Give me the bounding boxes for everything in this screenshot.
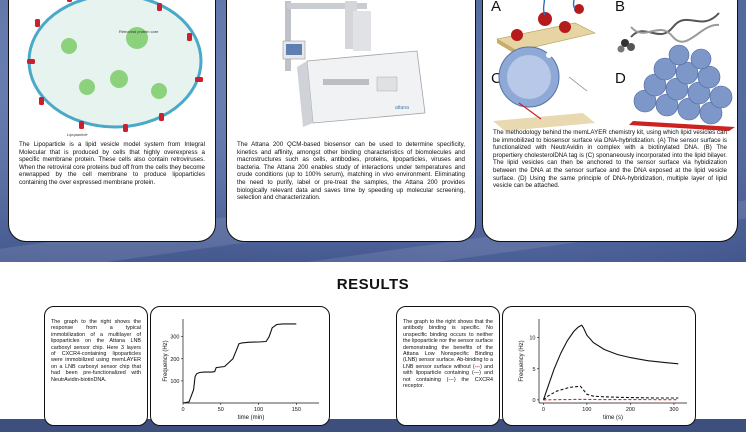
memlayer-illustrations: A B C D bbox=[491, 0, 735, 131]
x-tick-label: 100 bbox=[582, 407, 591, 413]
desc2-part-a: The graph to the right shows that the an… bbox=[403, 319, 493, 370]
x-tick-label: 50 bbox=[218, 407, 224, 413]
instrument-body bbox=[306, 50, 426, 124]
retroviral-core bbox=[79, 79, 95, 95]
antibody-binding-chart: 0 100 200 300 0 5 10 time (s) Frequency (Hz) bbox=[519, 319, 687, 421]
series-line-1 bbox=[542, 324, 679, 401]
retroviral-core bbox=[110, 70, 128, 88]
y-tick-label: 5 bbox=[532, 367, 535, 373]
attana-description: The Attana 200 QCM-based biosensor can b… bbox=[237, 141, 465, 202]
sensor-base bbox=[629, 121, 735, 131]
x-axis-label: time (min) bbox=[238, 415, 265, 421]
panel-letter-c: C bbox=[491, 70, 502, 87]
attana-panel: attana The Attana 200 QCM-based biosenso… bbox=[226, 0, 476, 242]
memlayer-description: The methodology behind the memLAYER chem… bbox=[493, 129, 727, 190]
x-tick-label: 150 bbox=[292, 407, 301, 413]
multilayer-vesicles-illustration bbox=[633, 44, 733, 125]
dna-helix-illustration bbox=[617, 12, 720, 53]
result-description-2-text: The graph to the right shows that the an… bbox=[403, 319, 493, 389]
result-description-2: The graph to the right shows that the an… bbox=[396, 306, 500, 426]
lipoparticle-membrane bbox=[27, 0, 203, 129]
results-title: RESULTS bbox=[336, 276, 410, 293]
membrane-proteins bbox=[27, 0, 203, 132]
retroviral-core bbox=[126, 27, 148, 49]
lipoparticle-label: Lipoparticle bbox=[67, 132, 88, 137]
result-description-1: The graph to the right shows the respons… bbox=[44, 306, 148, 426]
x-tick-label: 200 bbox=[626, 407, 635, 413]
panel-letter-d: D bbox=[615, 70, 626, 87]
immobilization-chart-box: 0 50 100 150 100 200 300 time (min) Frequency (H… bbox=[150, 306, 330, 426]
attana-instrument-photo: attana bbox=[282, 1, 426, 127]
memlayer-panel: A B C D bbox=[482, 0, 738, 242]
lipoparticle-description: The Lipoparticle is a lipid vesicle mode… bbox=[19, 141, 205, 186]
y-axis-label: Frequency (Hz) bbox=[519, 340, 525, 381]
series-line-2 bbox=[543, 385, 679, 401]
y-tick-label: 100 bbox=[170, 379, 179, 385]
series-line-1 bbox=[182, 323, 297, 404]
x-tick-label: 300 bbox=[669, 407, 678, 413]
series-line-3 bbox=[543, 398, 679, 401]
vesicle-anchoring-illustration bbox=[493, 46, 595, 131]
y-axis-label: Frequency (Hz) bbox=[163, 340, 169, 381]
x-tick-label: 0 bbox=[542, 407, 545, 413]
panel-letter-a: A bbox=[491, 0, 501, 15]
antibody-binding-chart-box: 0 100 200 300 0 5 10 time (s) Frequency (Hz) bbox=[502, 306, 696, 426]
x-tick-label: 100 bbox=[254, 407, 263, 413]
panel-letter-b: B bbox=[615, 0, 625, 15]
lipoparticle-illustration: Retroviral protein core Lipoparticle bbox=[27, 0, 203, 137]
y-tick-label: 300 bbox=[170, 335, 179, 341]
core-label: Retroviral protein core bbox=[119, 29, 159, 34]
x-axis-label: time (s) bbox=[603, 415, 623, 421]
desc2-part-b: ) and with lipoparticle containing (—) a… bbox=[403, 363, 493, 390]
red-dash-legend: --- bbox=[474, 363, 481, 370]
retroviral-core bbox=[61, 38, 77, 54]
x-tick-label: 0 bbox=[181, 407, 184, 413]
lipoparticle-panel: Retroviral protein core Lipoparticle The… bbox=[8, 0, 216, 242]
y-tick-label: 200 bbox=[170, 357, 179, 363]
retroviral-core bbox=[151, 83, 167, 99]
attana-logo: attana bbox=[395, 105, 409, 111]
sensor-surface-illustration bbox=[496, 0, 596, 55]
result-description-1-text: The graph to the right shows the respons… bbox=[51, 319, 141, 383]
immobilization-chart: 0 50 100 150 100 200 300 time (min) Frequency (H… bbox=[163, 319, 319, 421]
y-tick-label: 0 bbox=[532, 398, 535, 404]
y-tick-label: 10 bbox=[529, 336, 535, 342]
